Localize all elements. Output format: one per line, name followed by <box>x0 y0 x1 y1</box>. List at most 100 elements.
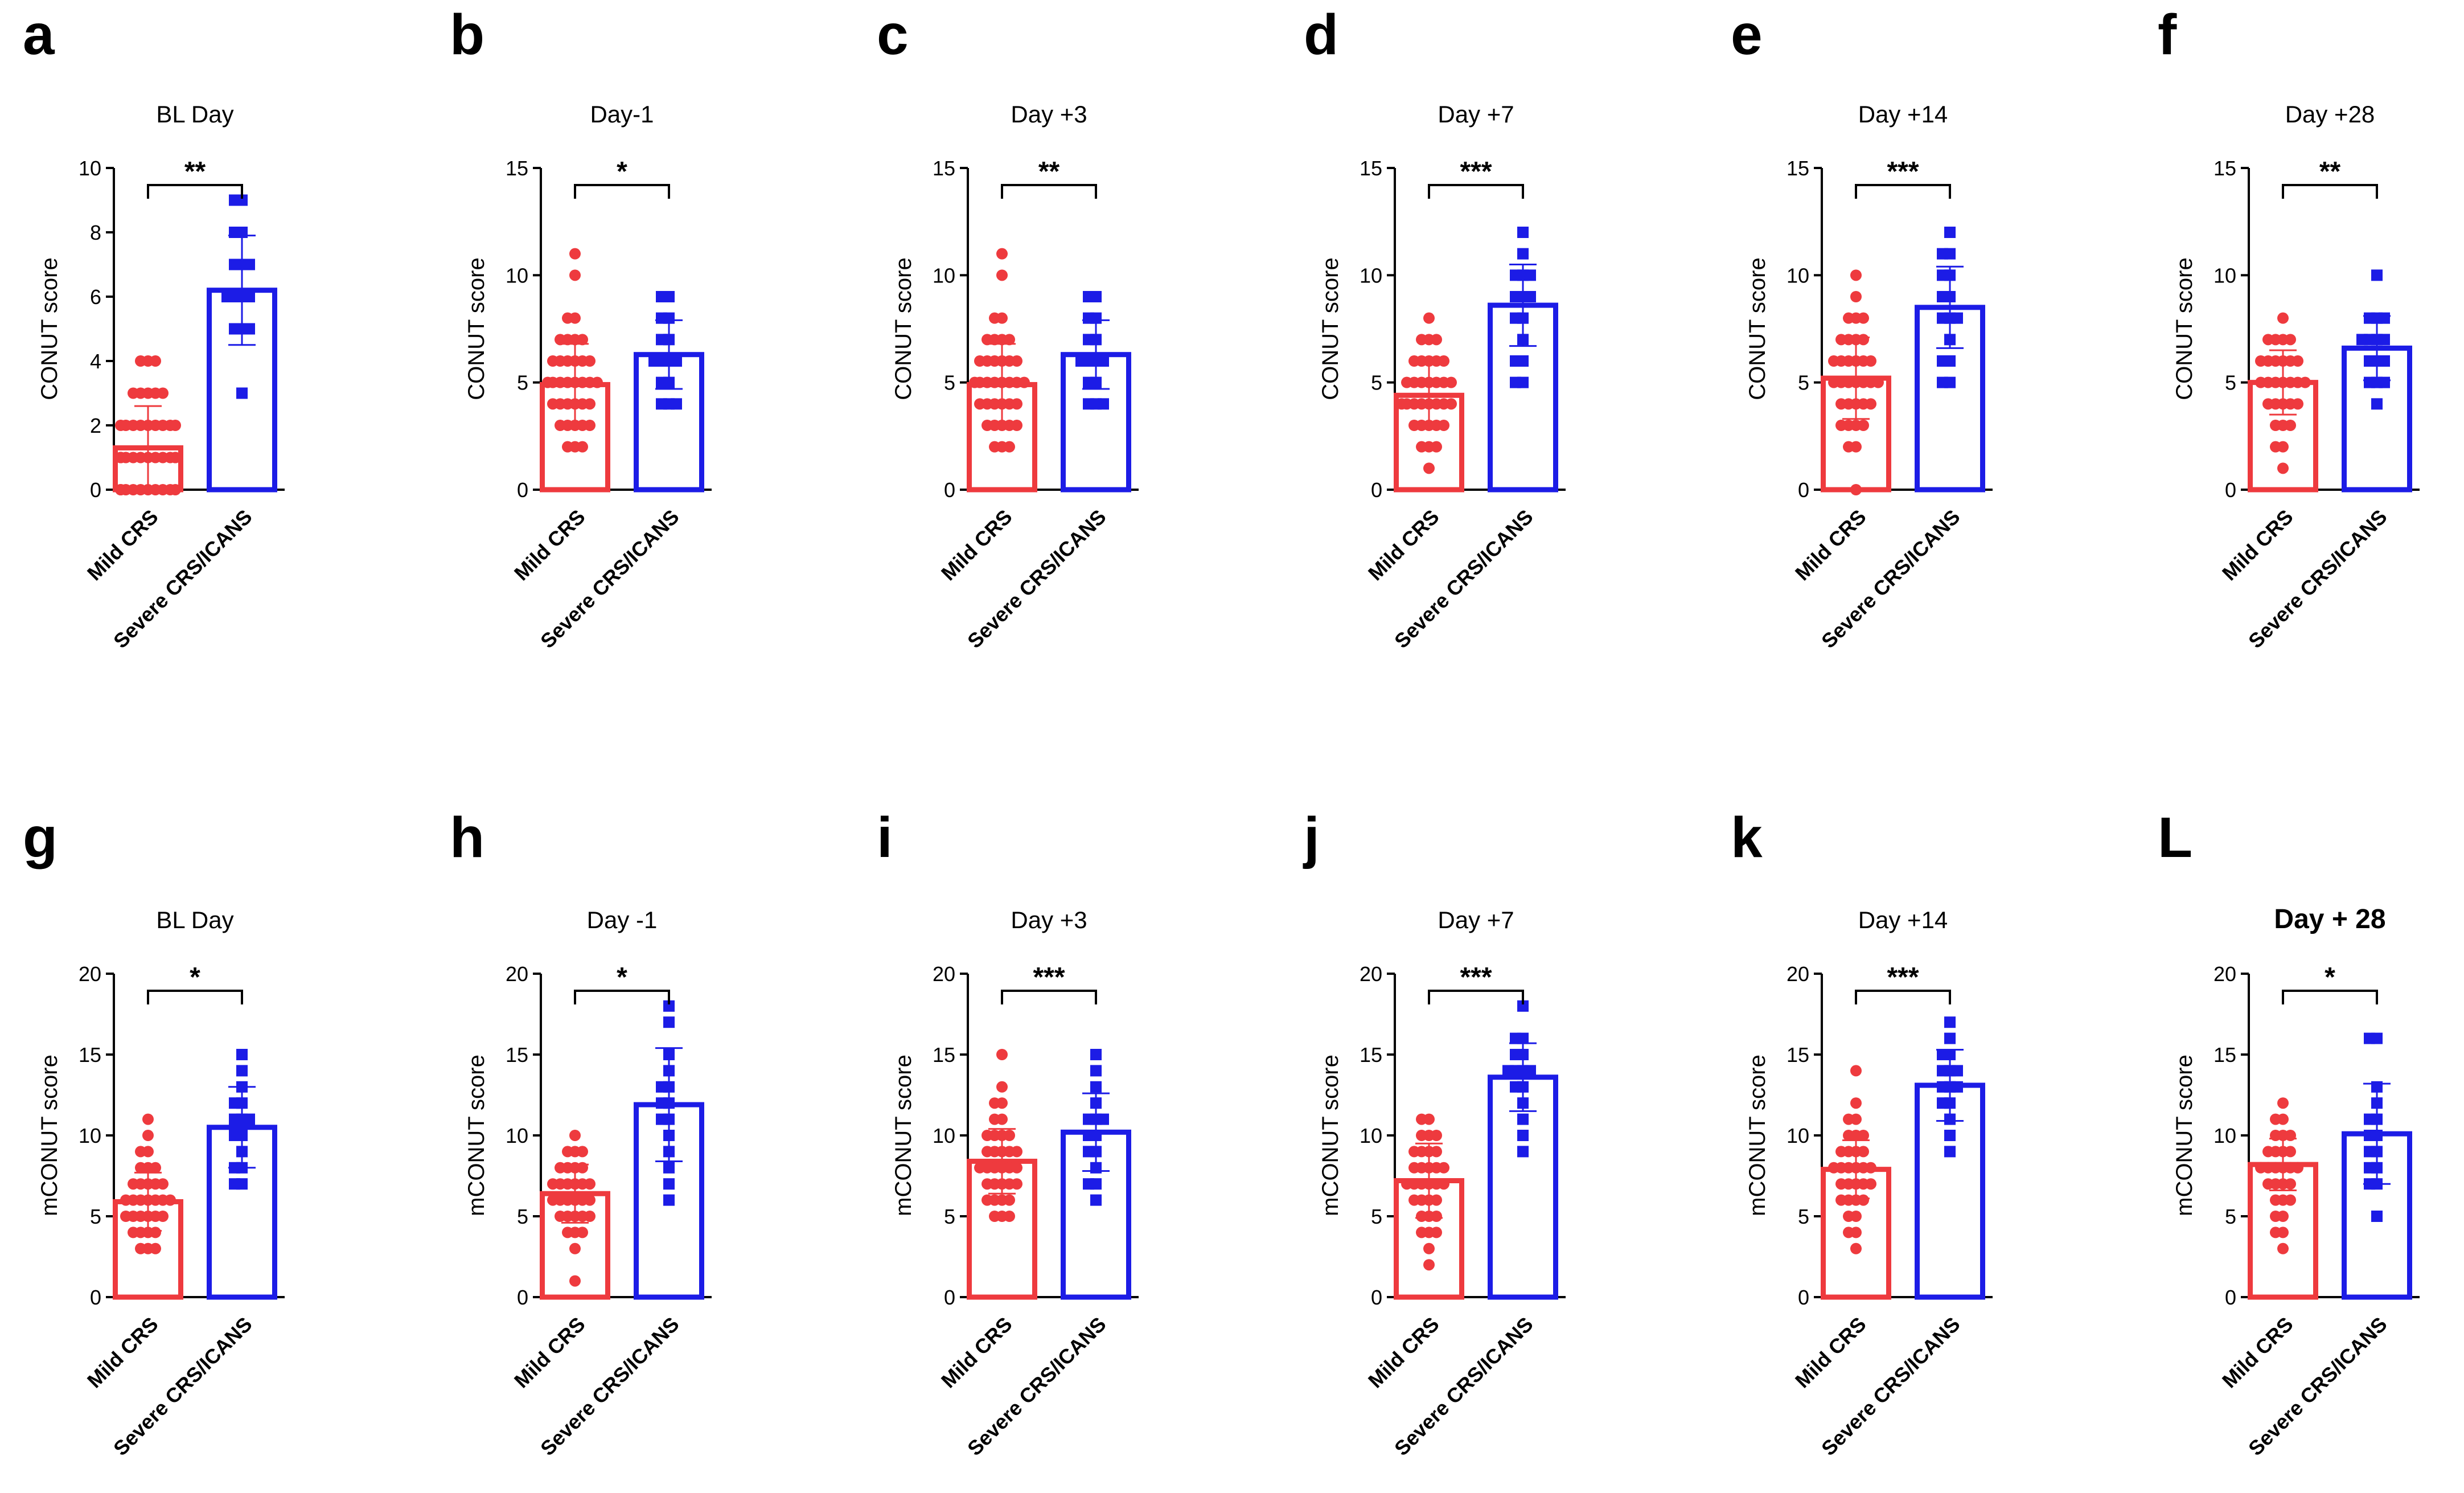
data-point-mild <box>157 1178 169 1190</box>
data-point-mild <box>1408 420 1420 431</box>
data-point-severe <box>1502 1065 1514 1077</box>
panel-letter: a <box>23 3 55 67</box>
data-point-mild <box>115 420 126 431</box>
data-point-mild <box>120 1211 132 1222</box>
data-point-severe <box>663 1016 675 1028</box>
category-label-mild: Mild CRS <box>83 505 163 585</box>
data-point-mild <box>1011 355 1022 367</box>
significance-stars: * <box>617 157 627 187</box>
data-point-severe <box>671 355 682 367</box>
data-point-severe <box>1937 355 1948 367</box>
data-point-severe <box>229 323 240 335</box>
data-point-mild <box>142 1113 154 1125</box>
data-point-mild <box>1004 1130 1015 1141</box>
y-tick-label: 5 <box>1798 371 1809 395</box>
y-tick-label: 5 <box>90 1205 101 1228</box>
data-point-severe <box>1090 1049 1102 1060</box>
panel-title: Day +7 <box>1438 101 1514 128</box>
category-label-mild: Mild CRS <box>2217 1312 2298 1393</box>
data-point-mild <box>1858 1194 1869 1206</box>
data-point-mild <box>170 452 181 464</box>
category-label-mild: Mild CRS <box>937 1312 1017 1393</box>
significance-stars: *** <box>1460 157 1492 187</box>
data-point-mild <box>115 452 126 464</box>
data-point-severe <box>1525 269 1536 281</box>
data-point-mild <box>128 1227 139 1238</box>
data-point-severe <box>1937 1065 1948 1077</box>
significance-bracket <box>1428 184 1524 199</box>
data-point-severe <box>1510 1032 1521 1044</box>
data-point-mild <box>2285 1146 2296 1158</box>
data-point-mild <box>569 1130 581 1141</box>
data-point-severe <box>656 1081 667 1093</box>
data-point-mild <box>1423 1259 1435 1271</box>
data-point-mild <box>1828 355 1839 367</box>
y-axis-label: mCONUT score <box>891 1055 916 1216</box>
data-point-severe <box>2356 334 2368 346</box>
data-point-mild <box>135 1162 146 1174</box>
data-point-severe <box>1517 1130 1529 1141</box>
y-tick-label: 0 <box>90 478 101 502</box>
data-point-mild <box>1408 1162 1420 1174</box>
data-point-severe <box>2364 1130 2375 1141</box>
panel-letter: g <box>23 806 58 869</box>
data-point-severe <box>236 387 248 399</box>
data-point-severe <box>1952 1065 1963 1077</box>
data-point-severe <box>2364 1146 2375 1158</box>
data-point-mild <box>1004 334 1015 346</box>
data-point-severe <box>244 291 255 302</box>
data-point-mild <box>1431 1211 1442 1222</box>
data-point-severe <box>2379 376 2390 388</box>
data-point-mild <box>2270 1227 2281 1238</box>
data-point-mild <box>1011 1178 1022 1190</box>
data-point-mild <box>969 376 980 388</box>
y-tick-label: 15 <box>79 1043 101 1067</box>
y-axis-label: mCONUT score <box>2172 1055 2197 1216</box>
data-point-severe <box>1075 355 1087 367</box>
data-point-mild <box>996 1081 1008 1093</box>
panel-letter: d <box>1304 3 1338 67</box>
data-point-mild <box>170 484 181 495</box>
y-tick-label: 4 <box>90 350 101 373</box>
data-point-mild <box>1835 334 1847 346</box>
data-point-severe <box>1510 312 1521 324</box>
data-point-mild <box>2262 334 2274 346</box>
data-point-mild <box>2285 420 2296 431</box>
significance-bracket <box>1855 184 1951 199</box>
data-point-mild <box>562 1146 573 1158</box>
data-point-severe <box>2379 355 2390 367</box>
y-axis-label: CONUT score <box>37 257 62 400</box>
data-point-severe <box>1083 312 1094 324</box>
y-tick-label: 5 <box>2225 371 2236 395</box>
data-point-mild <box>2255 376 2266 388</box>
data-point-severe <box>244 323 255 335</box>
data-point-severe <box>1937 269 1948 281</box>
data-point-severe <box>221 291 233 302</box>
y-tick-label: 8 <box>90 221 101 244</box>
data-point-mild <box>577 1227 588 1238</box>
y-tick-label: 2 <box>90 414 101 437</box>
data-point-mild <box>1004 1211 1015 1222</box>
y-tick-label: 0 <box>2225 478 2236 502</box>
y-tick-label: 15 <box>1360 1043 1382 1067</box>
data-point-severe <box>663 1000 675 1012</box>
data-point-mild <box>1438 355 1449 367</box>
data-point-mild <box>2270 1113 2281 1125</box>
data-point-severe <box>1510 376 1521 388</box>
y-tick-label: 5 <box>1371 1205 1382 1228</box>
data-point-mild <box>1011 1146 1022 1158</box>
data-point-mild <box>584 1194 596 1206</box>
data-point-mild <box>1850 1242 1862 1254</box>
data-point-mild <box>2255 1162 2266 1174</box>
data-point-mild <box>135 1146 146 1158</box>
category-label-mild: Mild CRS <box>510 1312 590 1393</box>
data-point-mild <box>1858 334 1869 346</box>
data-point-mild <box>584 398 596 410</box>
data-point-mild <box>2262 1146 2274 1158</box>
data-point-severe <box>1083 1130 1094 1141</box>
y-tick-label: 15 <box>506 1043 528 1067</box>
data-point-mild <box>2277 1097 2289 1109</box>
